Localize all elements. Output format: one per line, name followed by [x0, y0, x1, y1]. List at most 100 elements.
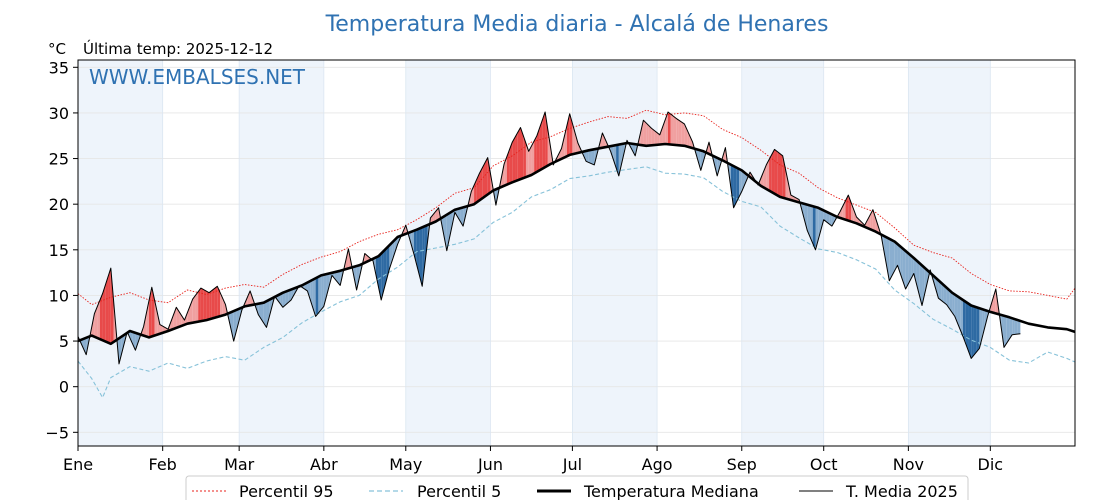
warm-anomaly-area	[678, 120, 682, 146]
warm-anomaly-area	[512, 137, 516, 183]
month-band	[572, 60, 658, 446]
warm-anomaly-area	[159, 324, 163, 334]
cold-anomaly-area	[282, 291, 286, 308]
warm-anomaly-area	[769, 154, 772, 193]
percentile-5-line	[77, 166, 1076, 399]
percentile-95-line	[77, 109, 1076, 306]
warm-anomaly-area	[777, 151, 780, 197]
cold-anomaly-area	[616, 144, 619, 176]
cold-anomaly-area	[924, 267, 928, 294]
cold-anomaly-area	[700, 150, 704, 171]
warm-anomaly-area	[195, 291, 199, 323]
warm-anomaly-area	[157, 312, 160, 335]
cold-anomaly-area	[982, 309, 985, 338]
cold-anomaly-area	[263, 301, 267, 328]
warm-anomaly-area	[192, 295, 196, 323]
cold-anomaly-area	[949, 290, 953, 313]
warm-anomaly-area	[250, 290, 253, 306]
y-tick-label: 10	[49, 286, 69, 305]
warm-anomaly-area	[203, 289, 207, 321]
cold-anomaly-area	[815, 207, 819, 250]
y-tick-label: 25	[49, 150, 69, 169]
warm-anomaly-area	[648, 125, 652, 146]
y-tick-label: −5	[45, 423, 69, 442]
cold-anomaly-area	[905, 250, 909, 290]
cold-anomaly-area	[829, 213, 832, 227]
series-lines	[77, 109, 1076, 399]
x-tick-label: Sep	[727, 455, 757, 474]
warm-anomaly-area	[474, 179, 477, 205]
warm-anomaly-area	[875, 218, 879, 233]
cold-anomaly-area	[591, 149, 595, 165]
warm-anomaly-area	[517, 127, 521, 181]
cold-anomaly-area	[973, 306, 977, 356]
warm-anomaly-area	[643, 120, 647, 146]
cold-anomaly-area	[460, 207, 464, 227]
cold-anomaly-area	[1017, 320, 1021, 335]
x-tick-label: Mar	[224, 455, 255, 474]
cold-anomaly-area	[938, 280, 942, 301]
warm-anomaly-area	[154, 299, 158, 336]
cold-anomaly-area	[586, 150, 589, 163]
warm-anomaly-area	[108, 268, 111, 344]
warm-anomaly-area	[214, 286, 218, 318]
warm-anomaly-area	[575, 133, 578, 154]
warm-anomaly-area	[528, 146, 532, 177]
warm-anomaly-area	[247, 290, 251, 306]
cold-anomaly-area	[291, 288, 294, 300]
warm-anomaly-area	[771, 149, 775, 194]
warm-anomaly-area	[531, 140, 535, 175]
warm-anomaly-area	[687, 129, 690, 148]
legend-p95-label: Percentil 95	[239, 482, 334, 500]
warm-anomaly-area	[187, 306, 190, 324]
warm-anomaly-area	[506, 149, 510, 185]
cold-anomaly-area	[919, 262, 923, 306]
warm-anomaly-area	[99, 293, 103, 341]
warm-anomaly-area	[476, 173, 480, 203]
watermark-text: WWW.EMBALSES.NET	[89, 65, 306, 89]
last-temp-label: Última temp: 2025-12-12	[83, 39, 273, 58]
warm-anomaly-area	[774, 149, 778, 196]
legend: Percentil 95 Percentil 5 Temperatura Med…	[185, 475, 969, 500]
cold-anomaly-area	[1009, 317, 1013, 339]
warm-anomaly-area	[430, 214, 434, 224]
cold-anomaly-area	[1012, 318, 1015, 335]
warm-anomaly-area	[840, 206, 843, 219]
x-tick-label: Feb	[149, 455, 177, 474]
cold-anomaly-area	[392, 239, 395, 261]
warm-anomaly-area	[97, 300, 100, 340]
cold-anomaly-area	[266, 299, 270, 328]
y-tick-label: 20	[49, 195, 69, 214]
cold-anomaly-area	[236, 308, 240, 331]
cold-anomaly-area	[952, 292, 955, 317]
warm-anomaly-area	[870, 209, 873, 231]
warm-anomaly-area	[525, 143, 529, 178]
warm-anomaly-area	[173, 307, 177, 329]
cold-anomaly-area	[356, 265, 360, 290]
warm-anomaly-area	[681, 122, 685, 146]
y-tick-label: 15	[49, 241, 69, 260]
legend-year-label: T. Media 2025	[845, 482, 958, 500]
warm-anomaly-area	[217, 286, 221, 317]
x-tick-label: Nov	[893, 455, 924, 474]
cold-anomaly-area	[1006, 316, 1010, 344]
cold-anomaly-area	[943, 285, 947, 305]
warm-anomaly-area	[670, 114, 674, 145]
x-tick-label: May	[389, 455, 422, 474]
warm-anomaly-area	[479, 167, 483, 201]
cold-anomaly-area	[804, 203, 808, 231]
cold-anomaly-area	[135, 332, 139, 351]
warm-anomaly-area	[482, 162, 485, 199]
cold-anomaly-area	[976, 307, 980, 352]
cold-anomaly-area	[444, 214, 447, 251]
warm-anomaly-area	[539, 119, 543, 171]
cold-anomaly-area	[457, 208, 461, 222]
cold-anomaly-area	[129, 331, 133, 345]
cold-anomaly-area	[261, 302, 264, 324]
warm-anomaly-area	[523, 135, 526, 179]
warm-anomaly-area	[542, 112, 546, 169]
warm-anomaly-area	[665, 112, 669, 145]
cold-anomaly-area	[307, 281, 311, 300]
cold-anomaly-area	[613, 145, 617, 168]
warm-anomaly-area	[181, 315, 185, 326]
